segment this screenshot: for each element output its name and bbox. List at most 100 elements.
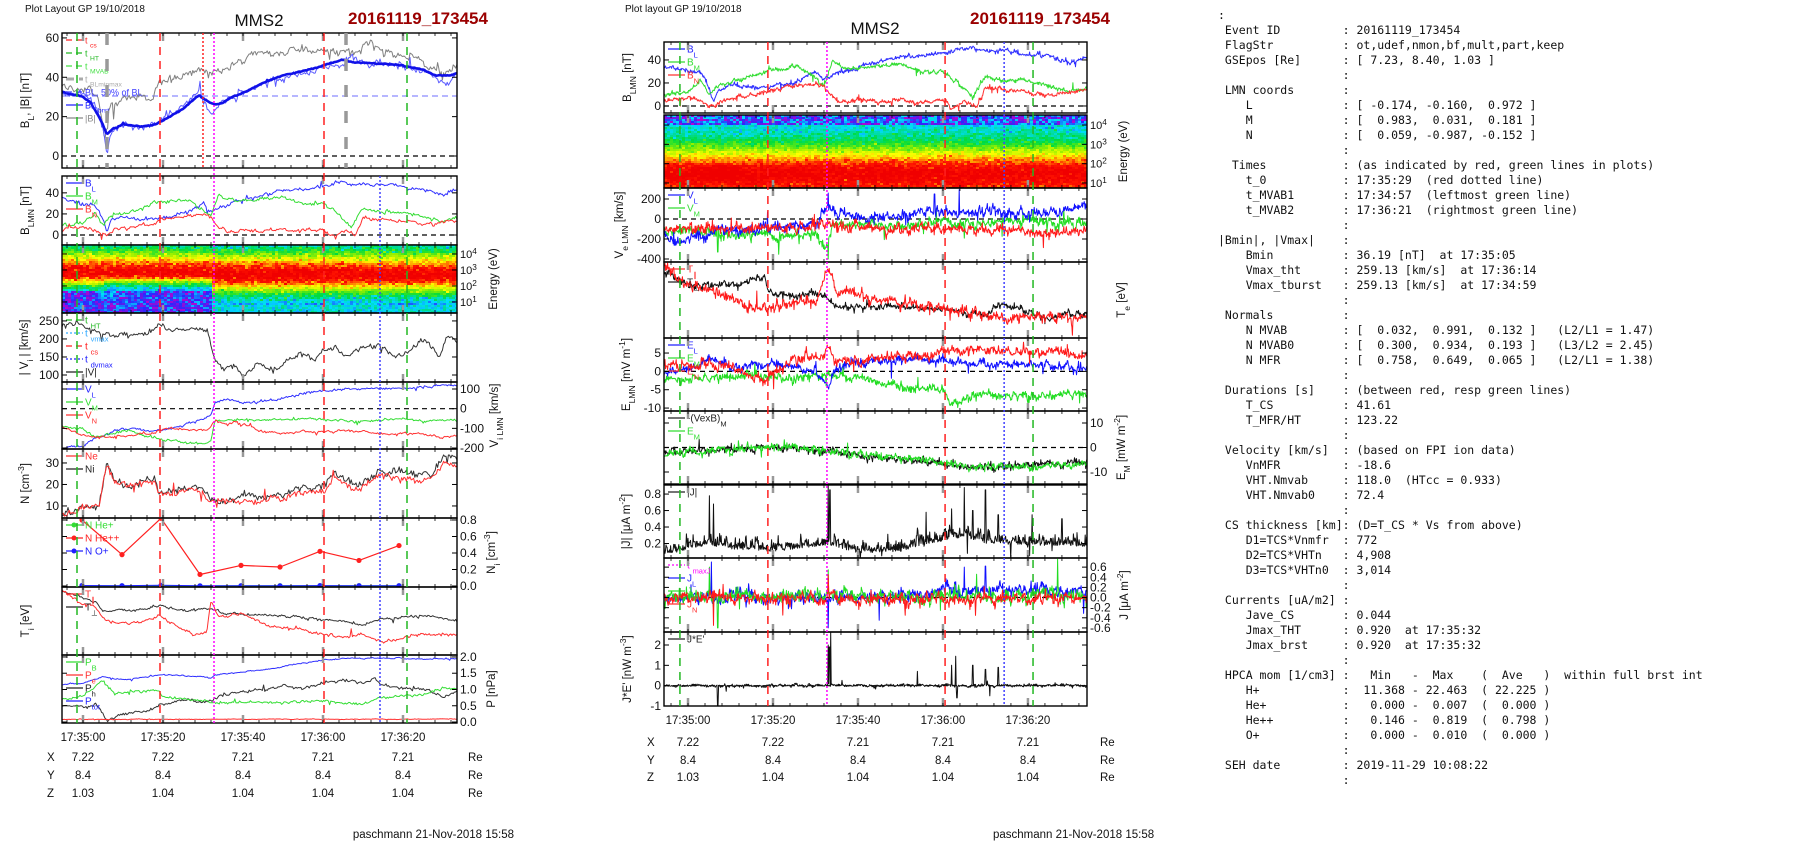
summary-value: [ 0.758, 0.649, 0.065 ] (L2/L1 = 1.38) xyxy=(1356,353,1655,367)
y-axis-label: J [μA m-2] xyxy=(1115,570,1131,619)
legend-label: BM xyxy=(85,192,98,207)
summary-row: GSEpos [Re]: [ 7.23, 8.40, 1.03 ] xyxy=(1218,53,1703,68)
event-lines xyxy=(679,42,1034,706)
y-axis-label-part: T xyxy=(1116,311,1128,318)
summary-key: N MVAB xyxy=(1218,323,1288,337)
summary-colon: : xyxy=(1342,548,1357,562)
summary-value: [ 0.059, -0.987, -0.152 ] xyxy=(1356,128,1537,142)
summary-row: : xyxy=(1218,578,1703,593)
summary-value: 4,908 xyxy=(1356,548,1392,562)
plot-layout-note: Plot layout GP 19/10/2018 xyxy=(625,4,742,15)
summary-value: 0.044 xyxy=(1356,608,1392,622)
legend-label-part: V xyxy=(85,411,92,422)
summary-colon: : xyxy=(1342,683,1357,697)
y-tick-label: 0.4 xyxy=(460,546,477,560)
y-tick-label: 101 xyxy=(1090,175,1107,190)
y-axis-label: Ve LMN [km/s] xyxy=(614,192,630,259)
legend-label-part: M xyxy=(92,403,98,412)
summary-colon: : xyxy=(1342,578,1357,592)
position-value: 1.04 xyxy=(932,772,955,784)
position-row-z: Z 1.03 1.04 1.04 1.04 1.04 Re xyxy=(47,788,483,800)
series-b xyxy=(62,39,457,138)
summary-row: Jmax_brst: 0.920 at 17:35:32 xyxy=(1218,638,1703,653)
y-axis-0: 0 20 40 60 xyxy=(46,31,457,163)
summary-row: VnMFR: -18.6 xyxy=(1218,458,1703,473)
tick-exponent: 2 xyxy=(472,278,477,287)
x-tick-label: 17:35:40 xyxy=(836,715,881,727)
summary-row: Durations [s]: (between red, resp green … xyxy=(1218,383,1703,398)
legend-entry: JM xyxy=(668,587,698,601)
panel-frame xyxy=(663,410,1088,485)
legend-entry: T∥ xyxy=(668,265,697,279)
y-tick-label: 1.0 xyxy=(460,682,477,696)
legend-label: BN xyxy=(687,71,699,86)
y-tick-label: 10 xyxy=(1090,416,1104,430)
y-axis-0: 0 20 40 xyxy=(648,53,1087,113)
summary-row: : xyxy=(1218,773,1703,788)
summary-row: t_MVAB1: 17:34:57 (leftmost green line) xyxy=(1218,188,1703,203)
legend-entry: VL xyxy=(66,385,96,400)
y-tick-label: 200 xyxy=(641,192,661,206)
series-te-perp xyxy=(664,269,1087,325)
summary-key: Normals xyxy=(1218,308,1274,322)
summary-row: : xyxy=(1218,743,1703,758)
tick-base: 10 xyxy=(1090,159,1102,171)
legend-label-part: E xyxy=(687,341,694,352)
legend-label-part: B xyxy=(92,663,97,672)
y-tick-label: 0 xyxy=(1090,441,1097,455)
legend-label-part: N O+ xyxy=(85,547,109,558)
panel-7: T∥T⊥Ti [eV] xyxy=(20,586,458,656)
legend-label: N He+ xyxy=(85,521,114,532)
summary-colon: : xyxy=(1342,98,1357,112)
series-t-par xyxy=(62,589,457,644)
series-ne xyxy=(62,460,457,517)
y-axis-label-part: -3 xyxy=(618,638,628,646)
legend-label-part: J xyxy=(687,574,692,585)
y-axis-label-part: M xyxy=(1122,465,1132,472)
series-ven xyxy=(664,213,1087,249)
y-axis-label-part: LMN xyxy=(26,209,36,227)
summary-value: 118.0 (HTcc = 0.933) xyxy=(1356,473,1502,487)
y-tick-label: -5 xyxy=(650,383,661,397)
y-tick-label: 5 xyxy=(654,346,661,360)
legend-label-part: ⊥ xyxy=(693,283,700,292)
summary-key: Bmin xyxy=(1218,248,1274,262)
position-value: 8.4 xyxy=(1020,755,1037,767)
tick-exponent: 3 xyxy=(1102,137,1107,146)
summary-colon: : xyxy=(1342,143,1357,157)
summary-value: ot,udef,nmon,bf,mult,part,keep xyxy=(1356,38,1565,52)
summary-colon: : xyxy=(1342,383,1357,397)
legend-label: VL xyxy=(85,385,96,400)
y-axis-label: Ni [cm-3] xyxy=(482,531,502,574)
y-axis-label: Ti [eV] xyxy=(20,605,36,638)
legend-label: BL, 50% of BL xyxy=(85,88,143,98)
summary-colon: : xyxy=(1342,458,1357,472)
y-tick-label: -0.4 xyxy=(1090,611,1111,625)
legend-label-part: N He++ xyxy=(85,534,120,545)
summary-row: D2=TCS*VHTn: 4,908 xyxy=(1218,548,1703,563)
legend-label-part: M xyxy=(694,432,700,441)
series-ni xyxy=(62,454,457,517)
series-em xyxy=(664,439,1087,473)
y-axis-label-part: ] xyxy=(622,635,634,638)
legend-label: Ph xyxy=(85,684,96,699)
position-value: 1.04 xyxy=(762,772,785,784)
summary-colon: : xyxy=(1342,218,1357,232)
y-tick-label: 1.5 xyxy=(460,666,477,680)
panel-frame xyxy=(61,381,458,450)
summary-colon: : xyxy=(1342,23,1357,37)
summary-key: SEH date xyxy=(1218,758,1281,772)
summary-row: He+: 0.000 - 0.007 ( 0.000 ) xyxy=(1218,698,1703,713)
series-vn xyxy=(62,419,457,440)
y-axis-label-part: LMN xyxy=(628,76,638,94)
legend-label: JN xyxy=(687,600,697,615)
summary-row: Normals: xyxy=(1218,308,1703,323)
y-tick-label: 103 xyxy=(1090,137,1107,152)
y-axis-label: P [nPa] xyxy=(486,670,498,708)
panel-frame xyxy=(61,312,458,383)
summary-row: Event ID: 20161119_173454 xyxy=(1218,23,1703,38)
summary-colon: : xyxy=(1342,413,1357,427)
